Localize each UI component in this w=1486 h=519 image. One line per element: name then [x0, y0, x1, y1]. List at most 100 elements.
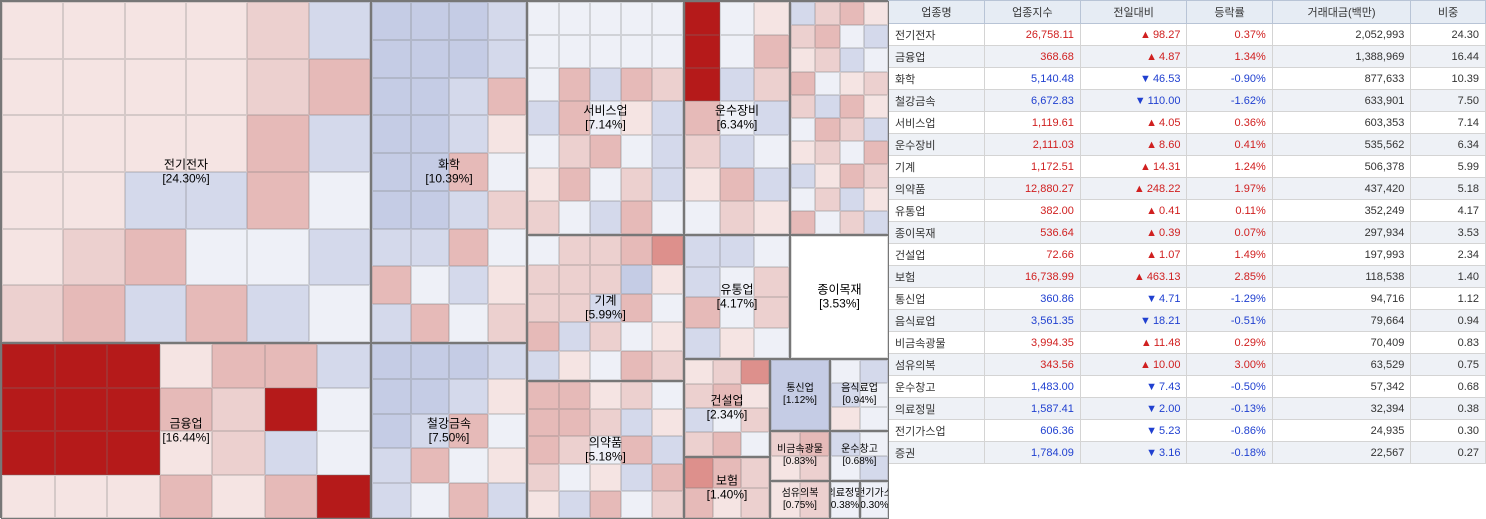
col-header-5[interactable]: 비중 — [1411, 1, 1486, 24]
sector-6[interactable]: 의약품[5.18%] — [527, 381, 684, 519]
sector-17[interactable]: 운수창고[0.68%] — [830, 431, 889, 481]
cell-name: 운수장비 — [889, 134, 985, 156]
table-row[interactable]: 의약품12,880.27▲248.221.97%437,4205.18 — [889, 178, 1486, 200]
treemap-tile — [621, 491, 652, 518]
sector-2[interactable]: 화학[10.39%] — [371, 1, 527, 343]
cell-volume: 603,353 — [1272, 112, 1411, 134]
treemap-tile — [247, 115, 308, 172]
sector-5[interactable]: 기계[5.99%] — [527, 235, 684, 381]
sector-10[interactable]: 종이목재[3.53%] — [790, 235, 889, 359]
table-row[interactable]: 유통업382.00▲0.410.11%352,2494.17 — [889, 200, 1486, 222]
cell-rate: 2.85% — [1187, 266, 1272, 288]
treemap-tile — [528, 68, 559, 101]
change-value: 98.27 — [1153, 29, 1181, 41]
cell-weight: 5.99 — [1411, 156, 1486, 178]
treemap-tile — [528, 2, 559, 35]
cell-volume: 535,562 — [1272, 134, 1411, 156]
treemap-tile — [590, 436, 621, 463]
treemap-tile — [55, 388, 108, 432]
sector-0[interactable]: 전기전자[24.30%] — [1, 1, 371, 343]
cell-rate: -0.50% — [1187, 376, 1272, 398]
sector-16[interactable]: 섬유의복[0.75%] — [770, 481, 830, 519]
cell-change: ▲463.13 — [1080, 266, 1187, 288]
table-row[interactable]: 증권1,784.09▼3.16-0.18%22,5670.27 — [889, 442, 1486, 464]
treemap-tile — [840, 211, 864, 234]
cell-index: 3,561.35 — [984, 310, 1080, 332]
treemap-tile — [528, 491, 559, 518]
cell-name: 서비스업 — [889, 112, 985, 134]
sector-14[interactable]: 음식료업[0.94%] — [830, 359, 889, 431]
table-row[interactable]: 종이목재536.64▲0.390.07%297,9343.53 — [889, 222, 1486, 244]
cell-volume: 2,052,993 — [1272, 24, 1411, 46]
sector-11[interactable]: 건설업[2.34%] — [684, 359, 770, 457]
cell-index: 606.36 — [984, 420, 1080, 442]
treemap-tile — [528, 351, 559, 380]
sector-12[interactable]: 보험[1.40%] — [684, 457, 770, 519]
table-row[interactable]: 비금속광물3,994.35▲11.480.29%70,4090.83 — [889, 332, 1486, 354]
treemap-tile — [449, 483, 488, 518]
treemap-tile — [621, 409, 652, 436]
treemap-tile — [621, 35, 652, 68]
treemap-tile — [771, 456, 800, 480]
change-value: 8.60 — [1159, 139, 1180, 151]
table-row[interactable]: 화학5,140.48▼46.53-0.90%877,63310.39 — [889, 68, 1486, 90]
treemap-tile — [309, 229, 370, 286]
treemap-tile — [590, 294, 621, 323]
treemap-tile — [63, 115, 124, 172]
col-header-1[interactable]: 업종지수 — [984, 1, 1080, 24]
table-row[interactable]: 서비스업1,119.61▲4.050.36%603,3537.14 — [889, 112, 1486, 134]
treemap-tile — [449, 344, 488, 379]
treemap-tile — [107, 344, 160, 388]
treemap-tile — [685, 236, 720, 267]
table-row[interactable]: 운수창고1,483.00▼7.43-0.50%57,3420.68 — [889, 376, 1486, 398]
table-row[interactable]: 건설업72.66▲1.071.49%197,9932.34 — [889, 244, 1486, 266]
treemap-tile — [831, 432, 860, 456]
cell-volume: 94,716 — [1272, 288, 1411, 310]
sector-18[interactable]: 의료정밀[0.38%] — [830, 481, 860, 519]
col-header-3[interactable]: 등락률 — [1187, 1, 1272, 24]
table-row[interactable]: 보험16,738.99▲463.132.85%118,5381.40 — [889, 266, 1486, 288]
sector-7[interactable]: 운수장비[6.34%] — [684, 1, 790, 235]
treemap-tile — [449, 115, 488, 153]
table-row[interactable]: 전기전자26,758.11▲98.270.37%2,052,99324.30 — [889, 24, 1486, 46]
col-header-2[interactable]: 전일대비 — [1080, 1, 1187, 24]
treemap-tile — [713, 360, 741, 384]
cell-rate: -0.18% — [1187, 442, 1272, 464]
col-header-4[interactable]: 거래대금(백만) — [1272, 1, 1411, 24]
cell-weight: 0.27 — [1411, 442, 1486, 464]
treemap-tile — [840, 188, 864, 211]
treemap-tile — [791, 211, 815, 234]
table-row[interactable]: 기계1,172.51▲14.311.24%506,3785.99 — [889, 156, 1486, 178]
treemap-tile — [621, 436, 652, 463]
sector-8[interactable] — [790, 1, 889, 235]
table-row[interactable]: 금융업368.68▲4.871.34%1,388,96916.44 — [889, 46, 1486, 68]
change-value: 248.22 — [1147, 183, 1181, 195]
treemap-tile — [685, 101, 720, 134]
table-row[interactable]: 통신업360.86▼4.71-1.29%94,7161.12 — [889, 288, 1486, 310]
table-row[interactable]: 철강금속6,672.83▼110.00-1.62%633,9017.50 — [889, 90, 1486, 112]
treemap-tile — [372, 304, 411, 342]
sector-15[interactable]: 비금속광물[0.83%] — [770, 431, 830, 481]
treemap-tile — [815, 118, 839, 141]
treemap-tile — [685, 297, 720, 328]
cell-index: 368.68 — [984, 46, 1080, 68]
sector-3[interactable]: 철강금속[7.50%] — [371, 343, 527, 519]
cell-rate: -0.51% — [1187, 310, 1272, 332]
treemap-tile — [309, 285, 370, 342]
sector-19[interactable]: 전기가스[0.30%] — [860, 481, 889, 519]
sector-tiles — [771, 482, 829, 518]
treemap-tile — [685, 2, 720, 35]
sector-13[interactable]: 통신업[1.12%] — [770, 359, 830, 431]
cell-volume: 197,993 — [1272, 244, 1411, 266]
table-row[interactable]: 전기가스업606.36▼5.23-0.86%24,9350.30 — [889, 420, 1486, 442]
table-row[interactable]: 음식료업3,561.35▼18.21-0.51%79,6640.94 — [889, 310, 1486, 332]
col-header-0[interactable]: 업종명 — [889, 1, 985, 24]
table-row[interactable]: 섬유의복343.56▲10.003.00%63,5290.75 — [889, 354, 1486, 376]
treemap-tile — [815, 141, 839, 164]
table-row[interactable]: 운수장비2,111.03▲8.600.41%535,5626.34 — [889, 134, 1486, 156]
sector-4[interactable]: 서비스업[7.14%] — [527, 1, 684, 235]
change-value: 0.41 — [1159, 205, 1180, 217]
sector-9[interactable]: 유통업[4.17%] — [684, 235, 790, 359]
table-row[interactable]: 의료정밀1,587.41▼2.00-0.13%32,3940.38 — [889, 398, 1486, 420]
sector-1[interactable]: 금융업[16.44%] — [1, 343, 371, 519]
